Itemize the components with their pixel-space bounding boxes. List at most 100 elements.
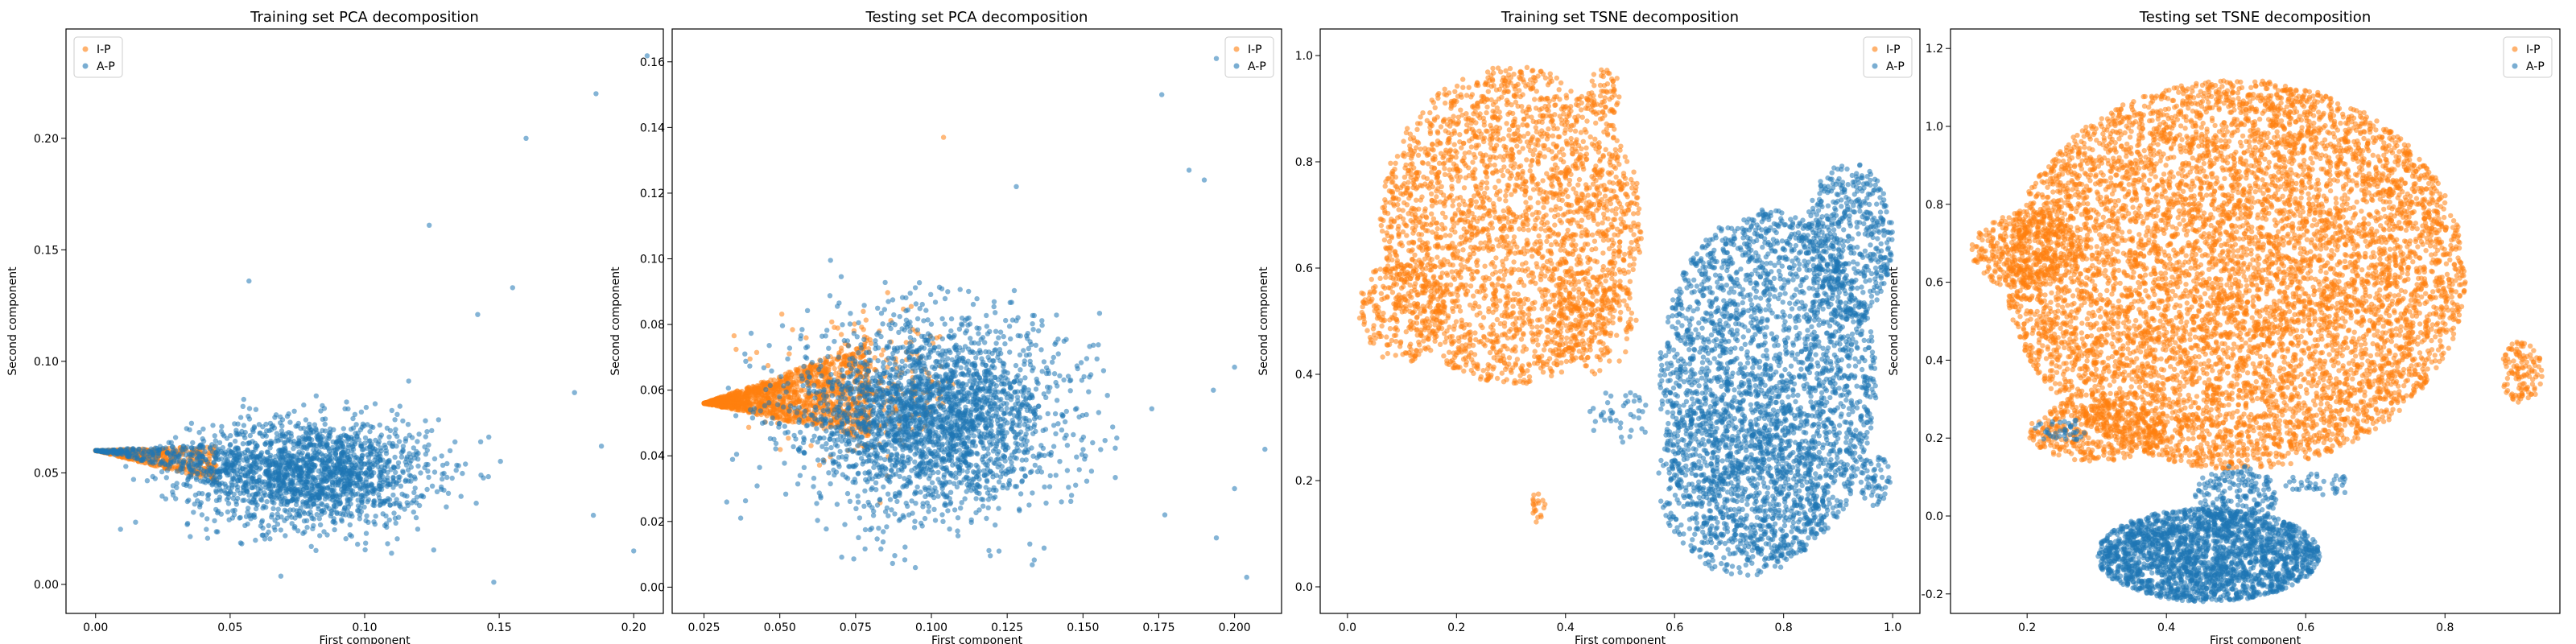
data-point [184, 498, 190, 505]
data-point [123, 464, 129, 469]
data-point [395, 460, 402, 466]
data-point [590, 512, 597, 518]
data-point [444, 504, 449, 510]
data-point [367, 473, 373, 480]
data-point [392, 454, 398, 460]
data-point [745, 424, 752, 430]
data-point [362, 435, 369, 441]
data-point [427, 222, 432, 228]
data-point [785, 381, 791, 386]
data-point [205, 493, 211, 498]
data-point [190, 440, 196, 446]
data-point [794, 378, 799, 385]
data-point [302, 529, 308, 535]
data-point [285, 452, 291, 458]
data-point [731, 332, 737, 339]
data-point [397, 403, 402, 409]
data-point [754, 483, 760, 489]
data-point [812, 395, 818, 401]
data-point [141, 446, 147, 452]
data-point [431, 469, 438, 475]
data-point [598, 444, 605, 449]
data-point [862, 526, 869, 533]
data-point [764, 413, 770, 419]
data-point [213, 489, 219, 495]
data-point [346, 513, 353, 518]
data-point [729, 456, 736, 462]
data-point [1026, 387, 1032, 393]
data-point [312, 455, 317, 461]
data-point [309, 482, 315, 488]
data-point [429, 427, 435, 434]
data-point [497, 458, 503, 464]
data-point [246, 413, 251, 419]
data-point [398, 450, 404, 456]
data-point [245, 447, 250, 452]
data-point [906, 357, 912, 362]
data-point [266, 468, 272, 473]
data-point [376, 439, 382, 444]
data-point [321, 510, 328, 515]
data-point [1039, 322, 1045, 328]
data-point [275, 506, 281, 512]
data-point [411, 474, 418, 480]
data-point [273, 460, 279, 466]
data-point [1096, 311, 1103, 316]
data-point [752, 393, 758, 399]
data-point [376, 473, 382, 479]
data-point [885, 364, 890, 370]
data-point [353, 469, 358, 475]
data-point [200, 444, 205, 451]
data-point [217, 497, 222, 503]
data-point [908, 303, 914, 309]
data-point [395, 474, 402, 480]
data-point [246, 469, 253, 474]
data-point [330, 519, 336, 525]
data-point [280, 456, 286, 461]
data-point [124, 446, 130, 452]
data-point [385, 469, 390, 476]
data-point [882, 279, 888, 286]
data-point [805, 369, 811, 375]
data-point [217, 474, 222, 481]
data-point [374, 448, 380, 454]
data-point [317, 522, 324, 528]
y-tick-label: 0.20 [34, 133, 59, 146]
data-point [327, 426, 333, 431]
data-point [274, 431, 279, 436]
data-point [725, 395, 731, 401]
legend-label: I-P [97, 43, 111, 56]
data-point [291, 473, 296, 478]
data-point [970, 476, 976, 482]
data-point [391, 510, 397, 516]
data-point [756, 388, 762, 394]
data-point [415, 439, 420, 444]
data-point [973, 496, 979, 502]
data-point [345, 477, 351, 483]
data-point [348, 501, 353, 507]
data-point [175, 459, 180, 464]
data-point [322, 476, 328, 481]
data-point [324, 532, 330, 538]
data-point [290, 493, 295, 498]
data-point [306, 473, 312, 479]
data-point [425, 461, 431, 468]
data-point [192, 446, 197, 452]
data-point [340, 472, 345, 477]
data-point [300, 509, 307, 515]
data-point [394, 411, 400, 417]
data-point [291, 468, 298, 473]
data-point [217, 486, 223, 492]
data-point [331, 502, 337, 509]
data-point [912, 564, 919, 571]
data-point [355, 461, 361, 467]
data-point [778, 389, 783, 394]
data-point [861, 327, 866, 332]
data-point [188, 534, 193, 539]
data-point [266, 522, 271, 529]
data-point [252, 494, 258, 500]
data-point [356, 508, 361, 514]
data-point [330, 482, 336, 488]
data-point [216, 446, 221, 452]
